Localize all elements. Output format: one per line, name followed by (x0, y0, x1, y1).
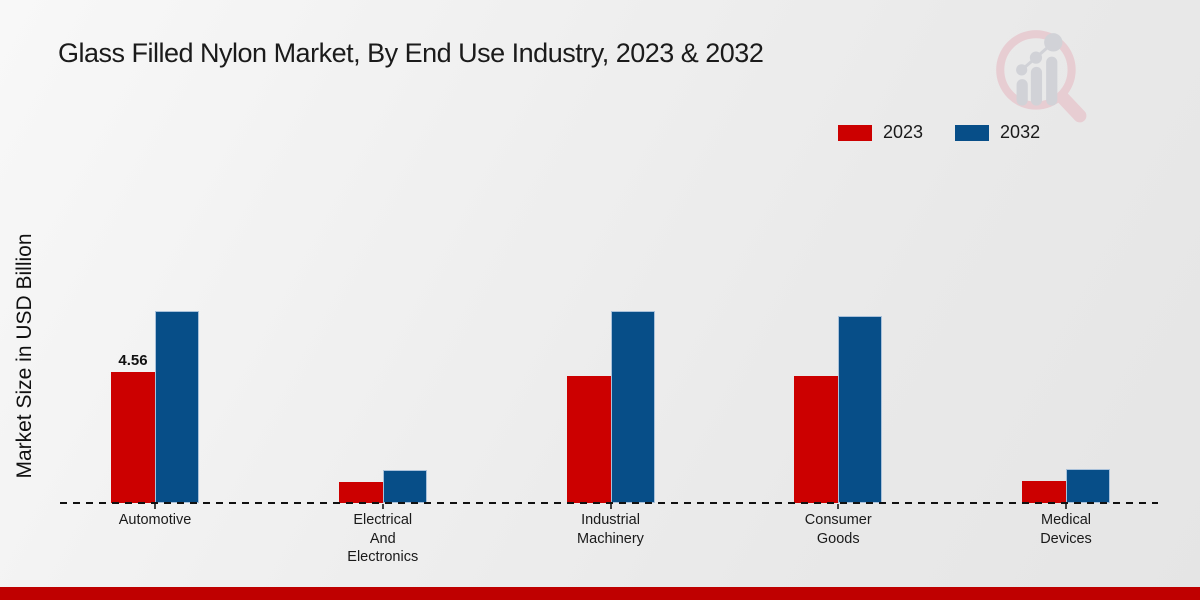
category-label-automotive: Automotive (118, 512, 192, 528)
axis-tick-medical-devices (1065, 504, 1067, 509)
category-label-medical-devices: Medical Devices (1040, 512, 1092, 547)
bar-2023-medical-devices (1022, 481, 1066, 503)
chart-title: Glass Filled Nylon Market, By End Use In… (58, 38, 764, 68)
bar-2032-medical-devices (1066, 469, 1110, 503)
bar-2023-automotive (111, 372, 155, 503)
bar-2023-industrial-machinery (566, 376, 611, 503)
bar-2023-electrical-and-electronics (338, 482, 383, 503)
brand-logo (996, 30, 1087, 123)
legend-swatch-2023 (838, 124, 872, 141)
bar-value-label-2023-automotive: 4.56 (118, 352, 148, 369)
legend-label-2032: 2032 (1000, 122, 1041, 142)
legend-item-2032: 2032 (955, 122, 1040, 143)
category-label-consumer-goods: Consumer Goods (804, 512, 872, 547)
footer-accent-bar (0, 587, 1200, 600)
bar-2023-consumer-goods (794, 376, 839, 503)
legend-label-2023: 2023 (883, 122, 924, 142)
bar-2032-consumer-goods (838, 316, 883, 503)
category-label-industrial-machinery: Industrial Machinery (577, 512, 644, 547)
bar-2032-automotive (155, 311, 199, 503)
category-label-electrical-and-electronics: Electrical And Electronics (347, 512, 419, 565)
legend-swatch-2032 (955, 124, 990, 141)
axis-tick-industrial-machinery (609, 504, 612, 509)
legend: 2023 2032 (838, 122, 1040, 143)
x-axis-dashed-baseline (60, 502, 1158, 504)
axis-tick-consumer-goods (837, 504, 840, 509)
legend-item-2023: 2023 (838, 122, 923, 143)
axis-tick-automotive (154, 504, 156, 509)
bar-2032-electrical-and-electronics (382, 470, 427, 503)
axis-tick-electrical-and-electronics (381, 504, 384, 509)
bar-2032-industrial-machinery (610, 311, 655, 503)
